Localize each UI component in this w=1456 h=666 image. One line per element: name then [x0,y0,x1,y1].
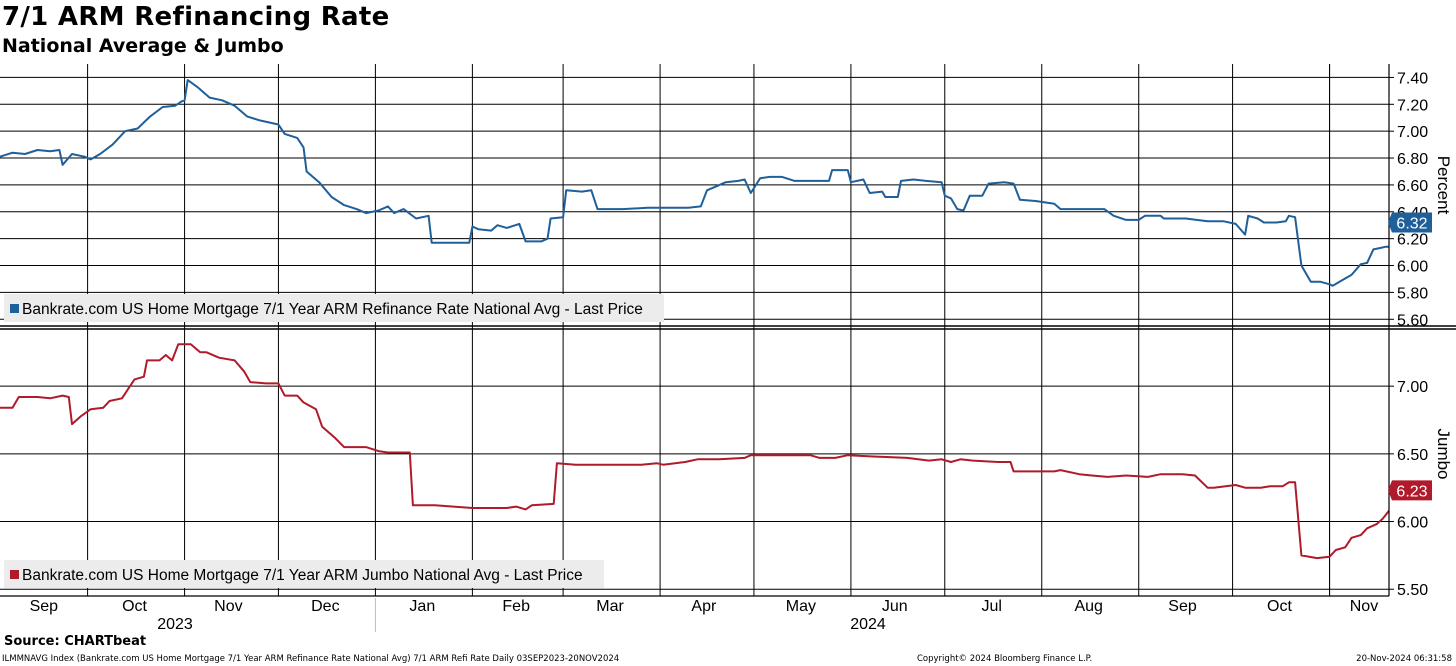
y-tick-label: 5.80 [1397,285,1428,302]
x-tick-label: Nov [1350,598,1378,615]
x-tick-label: Sep [1168,598,1197,615]
footer-timestamp: 20-Nov-2024 06:31:58 [1356,654,1452,664]
y-tick-label: 5.50 [1397,582,1428,599]
y-tick-label: 7.20 [1397,97,1428,114]
y-tick-label: 5.60 [1397,312,1428,329]
national-series-layer [0,79,1389,287]
chart-subtitle: National Average & Jumbo [2,35,284,57]
x-tick-label: Jan [409,598,435,615]
legend-label: Bankrate.com US Home Mortgage 7/1 Year A… [22,301,643,318]
y-tick-label: 7.00 [1397,124,1428,141]
month-gridlines [87,64,1331,596]
y-tick-label: 7.40 [1397,70,1428,87]
x-tick-label: Oct [1267,598,1292,615]
legend-box [4,560,604,588]
top-panel-grid [0,76,1389,320]
last-value-badge [1388,480,1432,501]
chart-title: 7/1 ARM Refinancing Rate [2,2,390,32]
x-tick-label: Dec [311,598,339,615]
year-label: 2024 [850,616,886,633]
x-tick-label: Nov [214,598,242,615]
x-tick-label: Oct [122,598,147,615]
x-tick-label: Feb [502,598,530,615]
footer-index-description: ILMMNAVG Index (Bankrate.com US Home Mor… [2,654,620,664]
year-label: 2023 [157,616,193,633]
y-tick-label: 6.60 [1397,178,1428,195]
footer-copyright: Copyright© 2024 Bloomberg Finance L.P. [917,654,1093,664]
y-tick-label: 6.20 [1397,232,1428,249]
y-axis-title: Jumbo [1434,428,1453,479]
last-value-badge [1388,212,1432,233]
x-tick-label: Mar [596,598,624,615]
legend-layer: Bankrate.com US Home Mortgage 7/1 Year A… [4,294,664,588]
x-tick-label: May [786,598,816,615]
y-tick-label: 6.50 [1397,447,1428,464]
axis-layer: 7.407.207.006.806.606.406.206.005.805.60… [0,64,1456,633]
x-tick-label: Jun [882,598,908,615]
national-avg-line [0,79,1389,287]
x-tick-label: Jul [981,598,1001,615]
jumbo-series-layer [0,343,1390,560]
last-value-label: 6.32 [1396,216,1427,233]
legend-label: Bankrate.com US Home Mortgage 7/1 Year A… [22,567,583,584]
last-value-label: 6.23 [1396,483,1427,500]
x-tick-label: Sep [30,598,59,615]
y-axis-title: Percent [1434,156,1453,215]
y-tick-label: 6.80 [1397,151,1428,168]
y-tick-label: 6.00 [1397,515,1428,532]
legend-box [4,294,664,322]
legend-swatch [10,570,19,579]
x-tick-label: Aug [1074,598,1102,615]
legend-swatch [10,304,19,313]
bottom-panel-grid [0,385,1389,590]
jumbo-avg-line [0,343,1390,560]
source-note: Source: CHARTbeat [4,634,147,649]
x-tick-label: Apr [691,598,717,615]
y-tick-label: 7.00 [1397,379,1428,396]
y-tick-label: 6.00 [1397,259,1428,276]
